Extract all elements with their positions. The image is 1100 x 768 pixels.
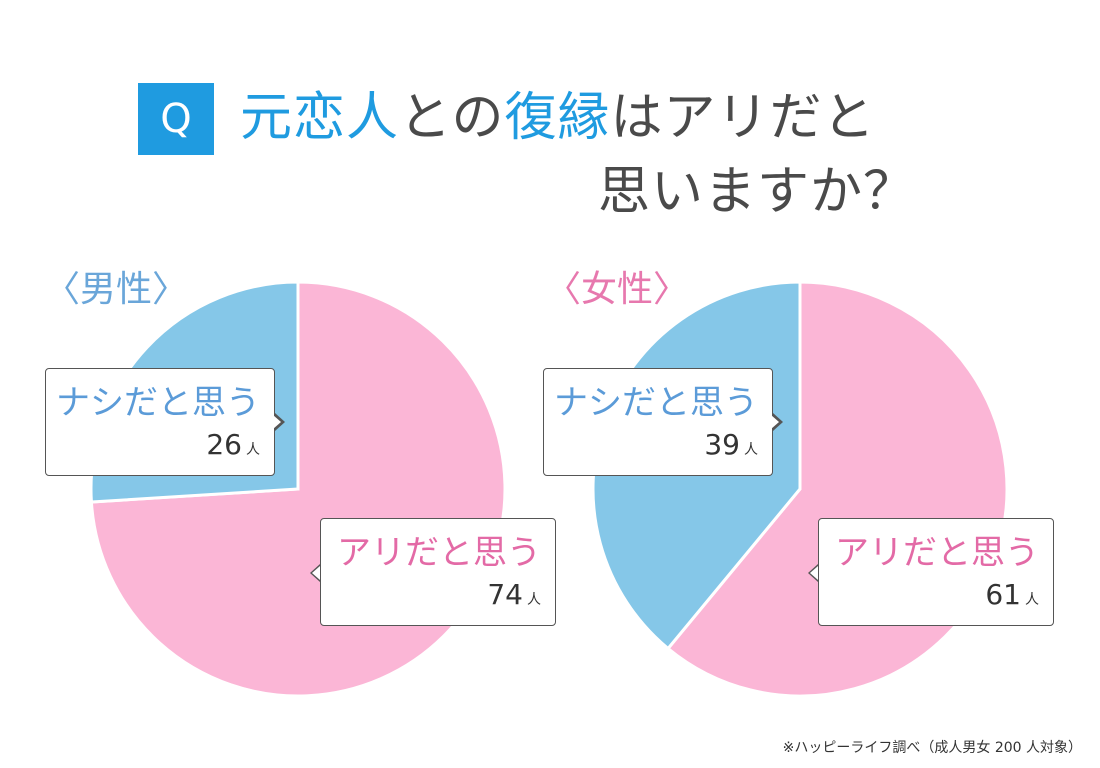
title-keyword-reunion: 復縁 <box>504 88 611 148</box>
female-ari-value-wrap: 61 人 <box>985 579 1039 616</box>
title-particle: との <box>399 88 505 148</box>
question-badge: Q <box>138 83 214 155</box>
female-ari-callout: アリだと思う 61 人 <box>818 518 1054 626</box>
male-nashi-callout: ナシだと思う 26 人 <box>45 368 275 476</box>
male-nashi-value: 26 <box>206 428 242 461</box>
male-nashi-value-wrap: 26 人 <box>206 429 260 466</box>
male-ari-callout: アリだと思う 74 人 <box>320 518 556 626</box>
female-ari-value: 61 <box>985 578 1021 611</box>
female-ari-unit: 人 <box>1025 592 1039 608</box>
footnote: ※ハッピーライフ調べ（成人男女 200 人対象） <box>782 740 1082 756</box>
male-chart-title: 〈男性〉 <box>44 269 189 310</box>
female-ari-pointer <box>808 564 818 582</box>
female-nashi-unit: 人 <box>744 442 758 458</box>
title-line-2: 思いますか？ <box>598 162 917 222</box>
title-keyword-ex-partner: 元恋人 <box>240 88 400 148</box>
female-nashi-label: ナシだと思う <box>554 383 758 423</box>
female-ari-label: アリだと思う <box>835 533 1039 573</box>
female-pie-chart <box>591 280 1009 698</box>
male-nashi-label: ナシだと思う <box>56 383 260 423</box>
male-ari-unit: 人 <box>527 592 541 608</box>
male-ari-value: 74 <box>487 578 523 611</box>
male-nashi-unit: 人 <box>246 442 260 458</box>
title-line-1: 元恋人との復縁はアリだと <box>240 88 876 148</box>
male-nashi-pointer <box>273 413 285 431</box>
female-nashi-pointer <box>771 413 783 431</box>
female-nashi-value-wrap: 39 人 <box>704 429 758 466</box>
male-pie-chart <box>89 280 507 698</box>
female-nashi-value: 39 <box>704 428 740 461</box>
female-chart-title: 〈女性〉 <box>545 269 690 310</box>
title-rest: はアリだと <box>610 88 876 148</box>
female-nashi-callout: ナシだと思う 39 人 <box>543 368 773 476</box>
male-ari-label: アリだと思う <box>337 533 541 573</box>
male-ari-value-wrap: 74 人 <box>487 579 541 616</box>
male-ari-pointer <box>310 564 320 582</box>
